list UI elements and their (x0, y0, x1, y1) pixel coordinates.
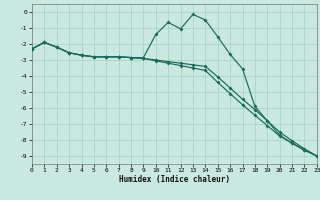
X-axis label: Humidex (Indice chaleur): Humidex (Indice chaleur) (119, 175, 230, 184)
